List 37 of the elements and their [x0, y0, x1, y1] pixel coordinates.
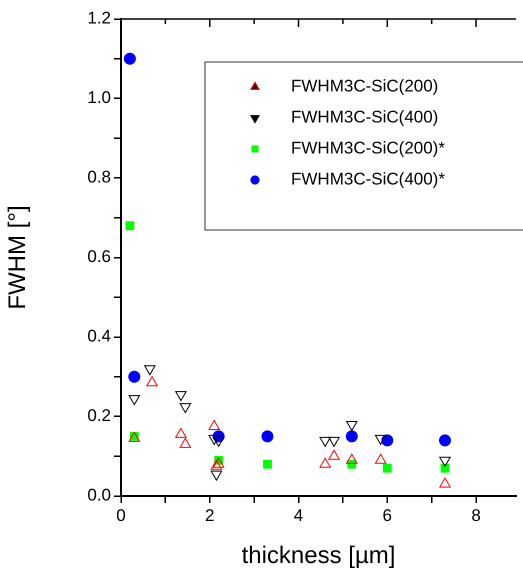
point [346, 454, 358, 464]
legend-label: FWHM3C-SiC(200) [291, 76, 438, 96]
point [438, 434, 451, 446]
y-tick-label: 1.2 [87, 8, 111, 28]
point [125, 221, 134, 230]
x-tick-label: 2 [205, 506, 214, 525]
point [175, 428, 187, 438]
point [328, 450, 340, 460]
x-axis-title: thickness [µm] [242, 542, 396, 570]
x-tick-label: 6 [382, 506, 392, 525]
point [180, 438, 192, 448]
point [346, 430, 358, 442]
legend-label: FWHM3C-SiC(200)* [291, 138, 446, 158]
point [440, 464, 450, 473]
x-tick-label: 4 [294, 506, 304, 525]
point [146, 376, 158, 386]
x-tick-label: 0 [116, 506, 126, 525]
y-tick-label: 0.6 [87, 247, 111, 266]
legend-label: FWHM3C-SiC(400)* [291, 170, 446, 189]
y-tick-label: 0.8 [87, 168, 111, 187]
point [124, 52, 136, 65]
x-tick-label: 8 [471, 506, 481, 525]
point [261, 430, 274, 442]
y-tick-label: 0.2 [87, 406, 111, 426]
point [381, 434, 394, 446]
y-axis-title: FWHM [°] [4, 205, 32, 310]
point [382, 464, 392, 473]
point [439, 478, 451, 488]
y-tick-label: 0.0 [87, 486, 111, 505]
legend-label: FWHM3C-SiC(400) [291, 108, 438, 127]
point [128, 370, 140, 383]
point [374, 454, 386, 464]
point [319, 458, 331, 468]
point [208, 420, 220, 430]
y-tick-label: 0.4 [87, 326, 111, 346]
point [263, 460, 272, 469]
y-tick-label: 1.0 [87, 88, 111, 108]
